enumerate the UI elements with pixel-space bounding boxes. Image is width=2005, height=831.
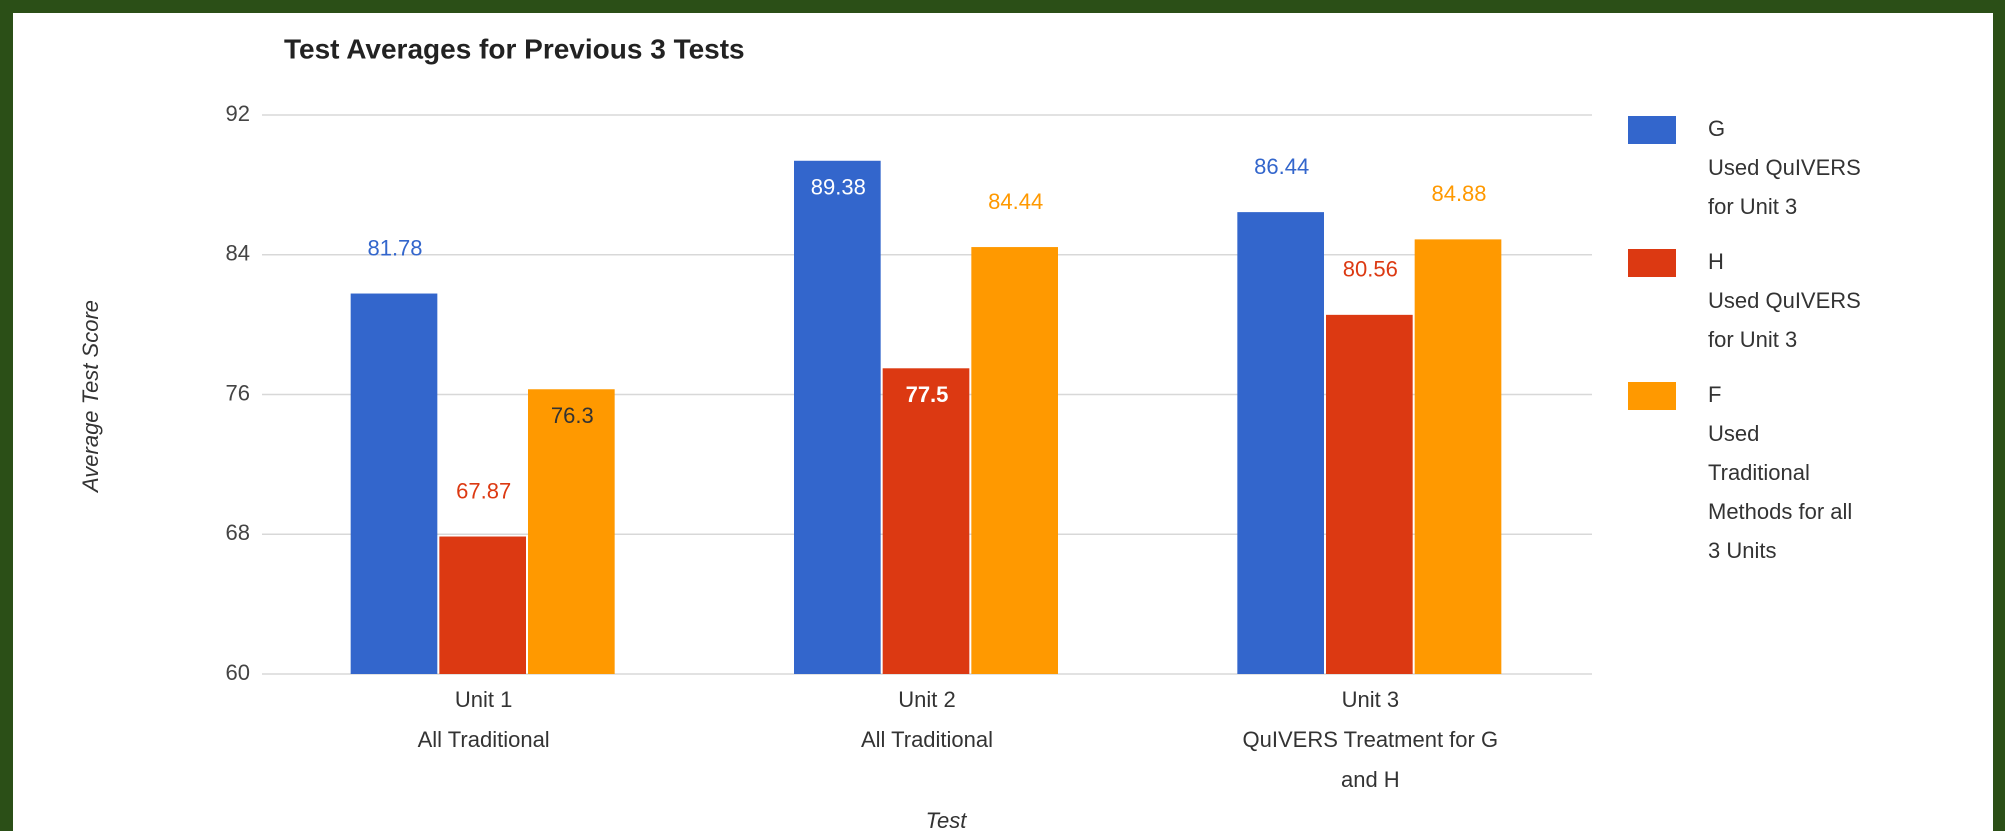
y-tick-label: 68: [226, 520, 250, 545]
y-tick-label: 84: [226, 241, 250, 266]
bar: [1237, 212, 1324, 674]
legend-swatch: [1628, 116, 1676, 144]
legend-swatch: [1628, 249, 1676, 277]
legend-text: for Unit 3: [1708, 194, 1797, 219]
x-tick-label: Unit 1: [455, 687, 512, 712]
data-label: 84.88: [1431, 181, 1486, 206]
legend-text: Used QuIVERS: [1708, 288, 1861, 313]
y-tick-label: 76: [226, 380, 250, 405]
data-label: 77.5: [906, 382, 949, 407]
x-tick-label: Unit 3: [1342, 687, 1399, 712]
x-tick-label: All Traditional: [861, 727, 993, 752]
x-tick-label: All Traditional: [418, 727, 550, 752]
legend-text: Used QuIVERS: [1708, 155, 1861, 180]
legend-label: H: [1708, 249, 1724, 274]
legend-label: G: [1708, 116, 1725, 141]
data-label: 89.38: [811, 175, 866, 200]
bar: [528, 389, 615, 674]
data-label: 80.56: [1343, 257, 1398, 282]
data-label: 84.44: [988, 189, 1043, 214]
bar: [882, 368, 970, 674]
data-label: 86.44: [1254, 154, 1309, 179]
legend-text: Used: [1708, 421, 1759, 446]
legend-text: 3 Units: [1708, 538, 1776, 563]
legend-label: F: [1708, 382, 1721, 407]
chart-title: Test Averages for Previous 3 Tests: [284, 33, 745, 64]
legend-text: Methods for all: [1708, 499, 1852, 524]
legend-swatch: [1628, 382, 1676, 410]
bar: [794, 160, 881, 674]
x-axis-title: Test: [926, 808, 968, 831]
y-tick-label: 60: [226, 660, 250, 685]
bar: [1326, 314, 1413, 674]
x-tick-label: Unit 2: [898, 687, 955, 712]
data-label: 81.78: [367, 235, 422, 260]
y-tick-label: 92: [226, 101, 250, 126]
data-label: 67.87: [456, 478, 511, 503]
bar: [439, 536, 526, 674]
bar: [971, 247, 1058, 674]
y-axis-title: Average Test Score: [78, 300, 103, 494]
legend-text: Traditional: [1708, 460, 1810, 485]
bar: [1414, 239, 1502, 674]
bar: [350, 293, 438, 674]
data-label: 76.3: [551, 403, 594, 428]
legend-text: for Unit 3: [1708, 327, 1797, 352]
x-tick-label: QuIVERS Treatment for G: [1243, 727, 1499, 752]
x-tick-label: and H: [1341, 767, 1400, 792]
